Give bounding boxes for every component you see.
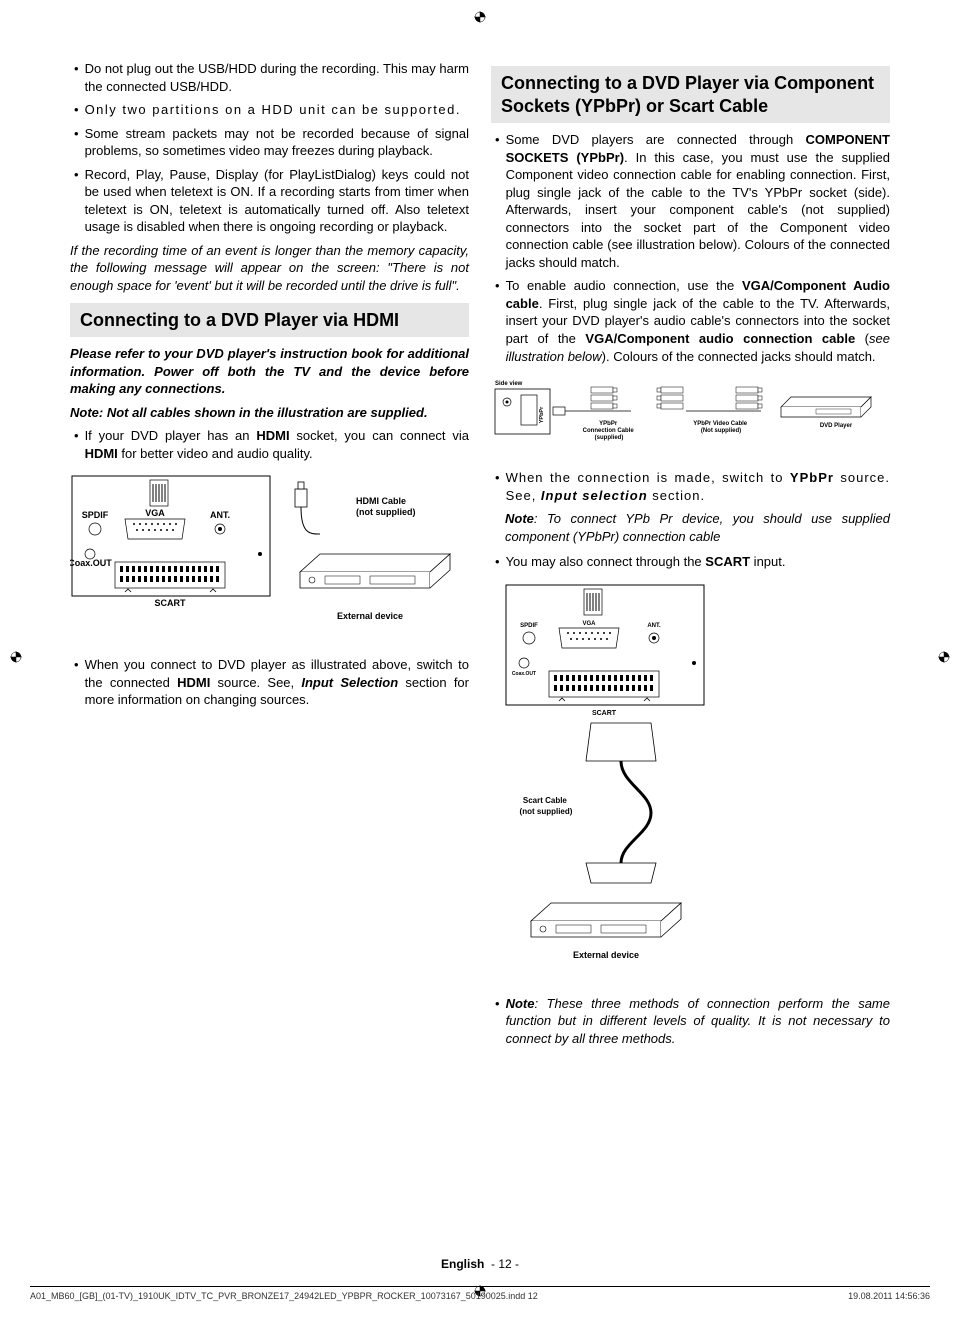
bullet-ypbpr: •Some DVD players are connected through … — [491, 131, 890, 271]
svg-text:ANT.: ANT. — [210, 510, 230, 520]
bullet-item: •Only two partitions on a HDD unit can b… — [70, 101, 469, 119]
imprint-timestamp: 19.08.2011 14:56:36 — [848, 1291, 930, 1301]
heading-ypbpr: Connecting to a DVD Player via Component… — [491, 66, 890, 123]
page-footer: English - 12 - — [0, 1257, 960, 1271]
note-cables: Note: Not all cables shown in the illust… — [70, 404, 469, 422]
svg-text:DVD Player: DVD Player — [820, 423, 853, 429]
bullet-scart: •You may also connect through the SCART … — [491, 553, 890, 571]
svg-text:HDMI Cable (not su: HDMI Cable (not supplied) — [356, 496, 416, 517]
svg-text:Coax.OUT: Coax.OUT — [512, 671, 536, 677]
svg-text:VGA: VGA — [145, 508, 165, 518]
bullet-item: •Some stream packets may not be recorded… — [70, 125, 469, 160]
svg-text:SCART: SCART — [155, 598, 187, 608]
svg-text:ANT.: ANT. — [647, 623, 661, 629]
bullet-audio: •To enable audio connection, use the VGA… — [491, 277, 890, 365]
registration-mark-icon — [938, 650, 950, 662]
scart-diagram: VGA SPDIF ANT. Coax.OUT SCART — [491, 583, 890, 983]
imprint-line: A01_MB60_[GB]_(01-TV)_1910UK_IDTV_TC_PVR… — [30, 1286, 930, 1301]
svg-text:VGA: VGA — [582, 621, 596, 627]
svg-text:Scart Cable (not s: Scart Cable (not supplied) — [520, 796, 573, 816]
hdmi-instruction: Please refer to your DVD player's instru… — [70, 345, 469, 398]
svg-text:SPDIF: SPDIF — [520, 623, 538, 629]
hdmi-diagram: VGA SPDIF ANT. Coax.OUT — [70, 474, 469, 644]
svg-text:External device: External device — [337, 611, 403, 621]
registration-mark-icon — [474, 10, 486, 22]
content-columns: •Do not plug out the USB/HDD during the … — [70, 60, 890, 1053]
svg-text:SPDIF: SPDIF — [82, 510, 109, 520]
bullet-item: •Do not plug out the USB/HDD during the … — [70, 60, 469, 95]
svg-text:YPbPr Connection C: YPbPr Connection Cable (supplied) — [583, 421, 636, 441]
bullet-item: •Record, Play, Pause, Display (for PlayL… — [70, 166, 469, 236]
bullet-after-hdmi-diagram: •When you connect to DVD player as illus… — [70, 656, 469, 709]
bullet-switch-ypbpr: •When the connection is made, switch to … — [491, 469, 890, 504]
note-three-methods: •Note: These three methods of connection… — [491, 995, 890, 1048]
left-column: •Do not plug out the USB/HDD during the … — [70, 60, 469, 1053]
recording-note: If the recording time of an event is lon… — [70, 242, 469, 295]
svg-text:Side view: Side view — [495, 381, 523, 387]
manual-page: •Do not plug out the USB/HDD during the … — [0, 0, 960, 1321]
svg-text:YPbPr Video Cable: YPbPr Video Cable (Not supplied) — [693, 421, 749, 434]
svg-text:Coax.OUT: Coax.OUT — [70, 558, 112, 568]
imprint-filename: A01_MB60_[GB]_(01-TV)_1910UK_IDTV_TC_PVR… — [30, 1291, 538, 1301]
registration-mark-icon — [10, 650, 22, 662]
footer-language: English — [441, 1257, 484, 1271]
bullet-hdmi: •If your DVD player has an HDMI socket, … — [70, 427, 469, 462]
svg-text:YPbPr: YPbPr — [539, 406, 545, 423]
svg-text:SCART: SCART — [592, 710, 617, 717]
footer-page-number: - 12 - — [491, 1257, 519, 1271]
svg-text:External device: External device — [573, 950, 639, 960]
component-diagram: Side view YPbPr YPbPr — [491, 377, 890, 457]
note-ypbpr: Note: To connect YPb Pr device, you shou… — [505, 510, 890, 545]
heading-hdmi: Connecting to a DVD Player via HDMI — [70, 303, 469, 338]
right-column: Connecting to a DVD Player via Component… — [491, 60, 890, 1053]
